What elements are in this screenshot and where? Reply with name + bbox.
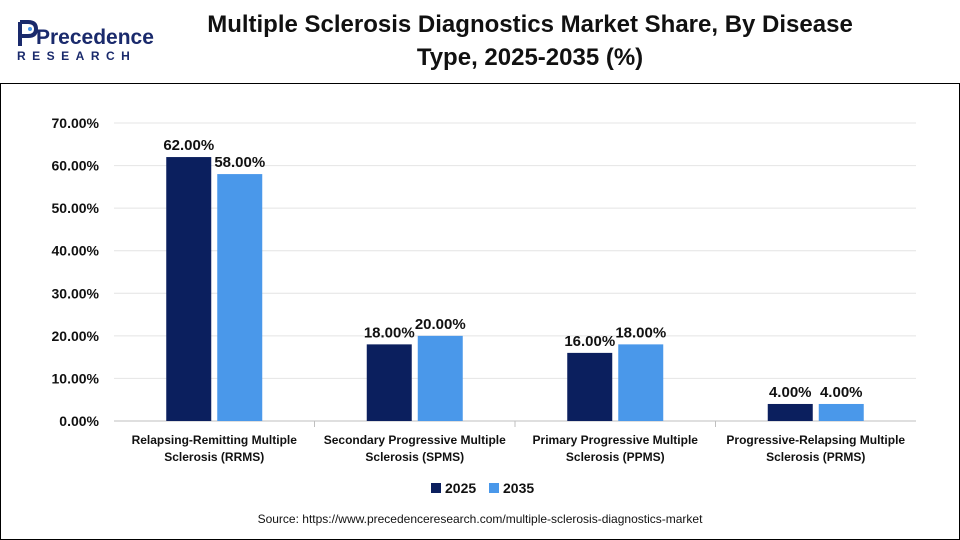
bar-2035: [618, 344, 664, 421]
legend-label-2035: 2035: [503, 480, 534, 496]
data-label: 4.00%: [769, 384, 812, 401]
x-category-label: Secondary Progressive Multiple: [324, 433, 506, 447]
brand-mark-icon: [18, 20, 39, 46]
y-tick-label: 70.00%: [52, 115, 100, 131]
header: Precedence RESEARCH Multiple Sclerosis D…: [0, 0, 960, 84]
data-label: 4.00%: [820, 384, 863, 401]
bar-2025: [567, 352, 613, 421]
x-axis-categories: Relapsing-Remitting Multiple Sclerosis (R…: [132, 421, 905, 464]
y-tick-label: 60.00%: [52, 158, 100, 174]
data-labels: 62.00%58.00%18.00%20.00%16.00%18.00%4.00…: [163, 137, 862, 401]
x-category-label: Sclerosis (RRMS): [164, 450, 264, 464]
y-tick-label: 30.00%: [52, 285, 100, 301]
bar-2025: [366, 344, 412, 421]
data-label: 18.00%: [364, 324, 415, 341]
data-label: 62.00%: [163, 137, 214, 154]
legend-swatch-2035: [489, 483, 499, 493]
x-category-label: Sclerosis (SPMS): [365, 450, 464, 464]
chart-title-line1: Multiple Sclerosis Diagnostics Market Sh…: [207, 11, 853, 38]
x-category-label: Sclerosis (PRMS): [766, 450, 865, 464]
bar-2025: [166, 157, 212, 422]
y-tick-label: 10.00%: [52, 370, 100, 386]
data-label: 18.00%: [615, 324, 666, 341]
y-tick-label: 50.00%: [52, 200, 100, 216]
bar-2035: [818, 403, 864, 421]
data-label: 16.00%: [564, 333, 615, 350]
y-tick-label: 20.00%: [52, 328, 100, 344]
bars: [166, 157, 864, 422]
brand-name: Precedence: [36, 26, 154, 49]
x-category-label: Relapsing-Remitting Multiple: [132, 433, 298, 447]
x-category-label: Sclerosis (PPMS): [566, 450, 665, 464]
legend: 2025 2035: [431, 480, 534, 496]
legend-swatch-2025: [431, 483, 441, 493]
bar-2035: [417, 335, 463, 421]
chart-title-line2: Type, 2025-2035 (%): [416, 44, 644, 71]
brand-logo: Precedence RESEARCH: [17, 20, 154, 63]
x-category-label: Primary Progressive Multiple: [533, 433, 699, 447]
chart-title: Multiple Sclerosis Diagnostics Market Sh…: [180, 8, 880, 74]
brand-subtitle: RESEARCH: [17, 49, 136, 63]
data-label: 58.00%: [214, 154, 265, 171]
x-category-label: Progressive-Relapsing Multiple: [726, 433, 905, 447]
y-tick-label: 0.00%: [59, 413, 99, 429]
y-axis-ticks: 0.00% 10.00% 20.00% 30.00% 40.00% 50.00% 60.00…: [52, 115, 100, 429]
bar-2035: [217, 174, 263, 421]
source-note: Source: https://www.precedenceresearch.c…: [257, 512, 703, 526]
bar-2025: [767, 403, 813, 421]
data-label: 20.00%: [415, 316, 466, 333]
legend-label-2025: 2025: [445, 480, 476, 496]
y-tick-label: 40.00%: [52, 243, 100, 259]
